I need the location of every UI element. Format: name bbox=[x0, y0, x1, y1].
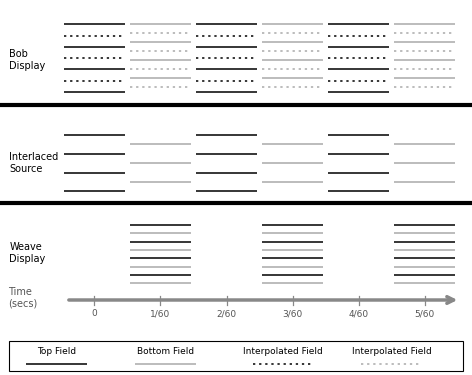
Text: 4/60: 4/60 bbox=[349, 309, 369, 318]
Text: 2/60: 2/60 bbox=[217, 309, 236, 318]
Text: 5/60: 5/60 bbox=[415, 309, 435, 318]
Text: Top Field: Top Field bbox=[37, 347, 76, 356]
Text: Interlaced
Source: Interlaced Source bbox=[9, 152, 59, 174]
Text: Bottom Field: Bottom Field bbox=[136, 347, 194, 356]
FancyBboxPatch shape bbox=[9, 341, 463, 371]
Text: Interpolated Field: Interpolated Field bbox=[244, 347, 323, 356]
Text: Weave
Display: Weave Display bbox=[9, 242, 46, 264]
Text: Interpolated Field: Interpolated Field bbox=[352, 347, 431, 356]
Text: 3/60: 3/60 bbox=[283, 309, 303, 318]
Text: 0: 0 bbox=[92, 309, 97, 318]
Text: Time
(secs): Time (secs) bbox=[8, 287, 38, 309]
Text: Bob
Display: Bob Display bbox=[9, 49, 46, 71]
Text: 1/60: 1/60 bbox=[151, 309, 170, 318]
